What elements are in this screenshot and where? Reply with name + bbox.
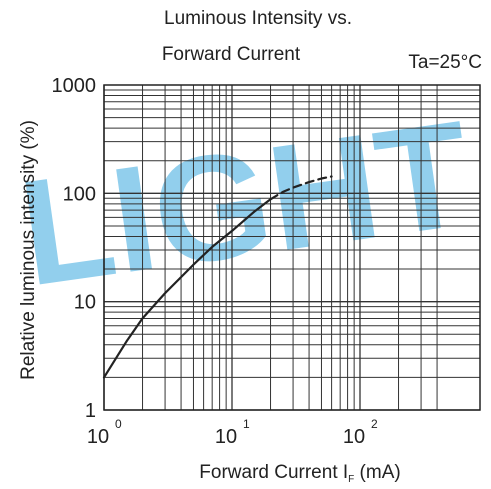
y-tick-label: 100 [63,183,96,205]
x-tick-labels: 10 0 10 1 10 2 [87,417,378,448]
x-tick-label: 10 [215,426,237,448]
series-line-extrapolated [269,175,333,201]
x-tick-label: 10 [87,426,109,448]
x-tick-label: 10 [343,426,365,448]
series-line-measured [102,198,272,379]
y-tick-labels: 1 10 100 1000 [52,75,97,422]
plot-frame [103,84,481,411]
y-tick-label: 1000 [52,75,97,97]
plot-grid [103,85,480,411]
y-tick-label: 10 [74,292,96,314]
x-axis-label-unit: (mA) [354,462,400,483]
x-axis-label-subscript: F [348,474,354,485]
x-tick-exponent: 1 [243,417,250,431]
x-tick-exponent: 0 [115,417,122,431]
chart-title-line1: Luminous Intensity vs. [164,8,352,29]
x-tick-exponent: 2 [371,417,378,431]
y-axis-label: Relative luminous intensity (%) [18,120,39,380]
temperature-condition: Ta=25°C [408,52,482,73]
plot-series [102,175,333,379]
chart-title-line2: Forward Current [162,44,301,65]
x-axis-label: Forward Current IF (mA) [199,462,400,485]
x-axis-label-main: Forward Current I [199,462,348,483]
y-tick-label: 1 [85,400,96,422]
